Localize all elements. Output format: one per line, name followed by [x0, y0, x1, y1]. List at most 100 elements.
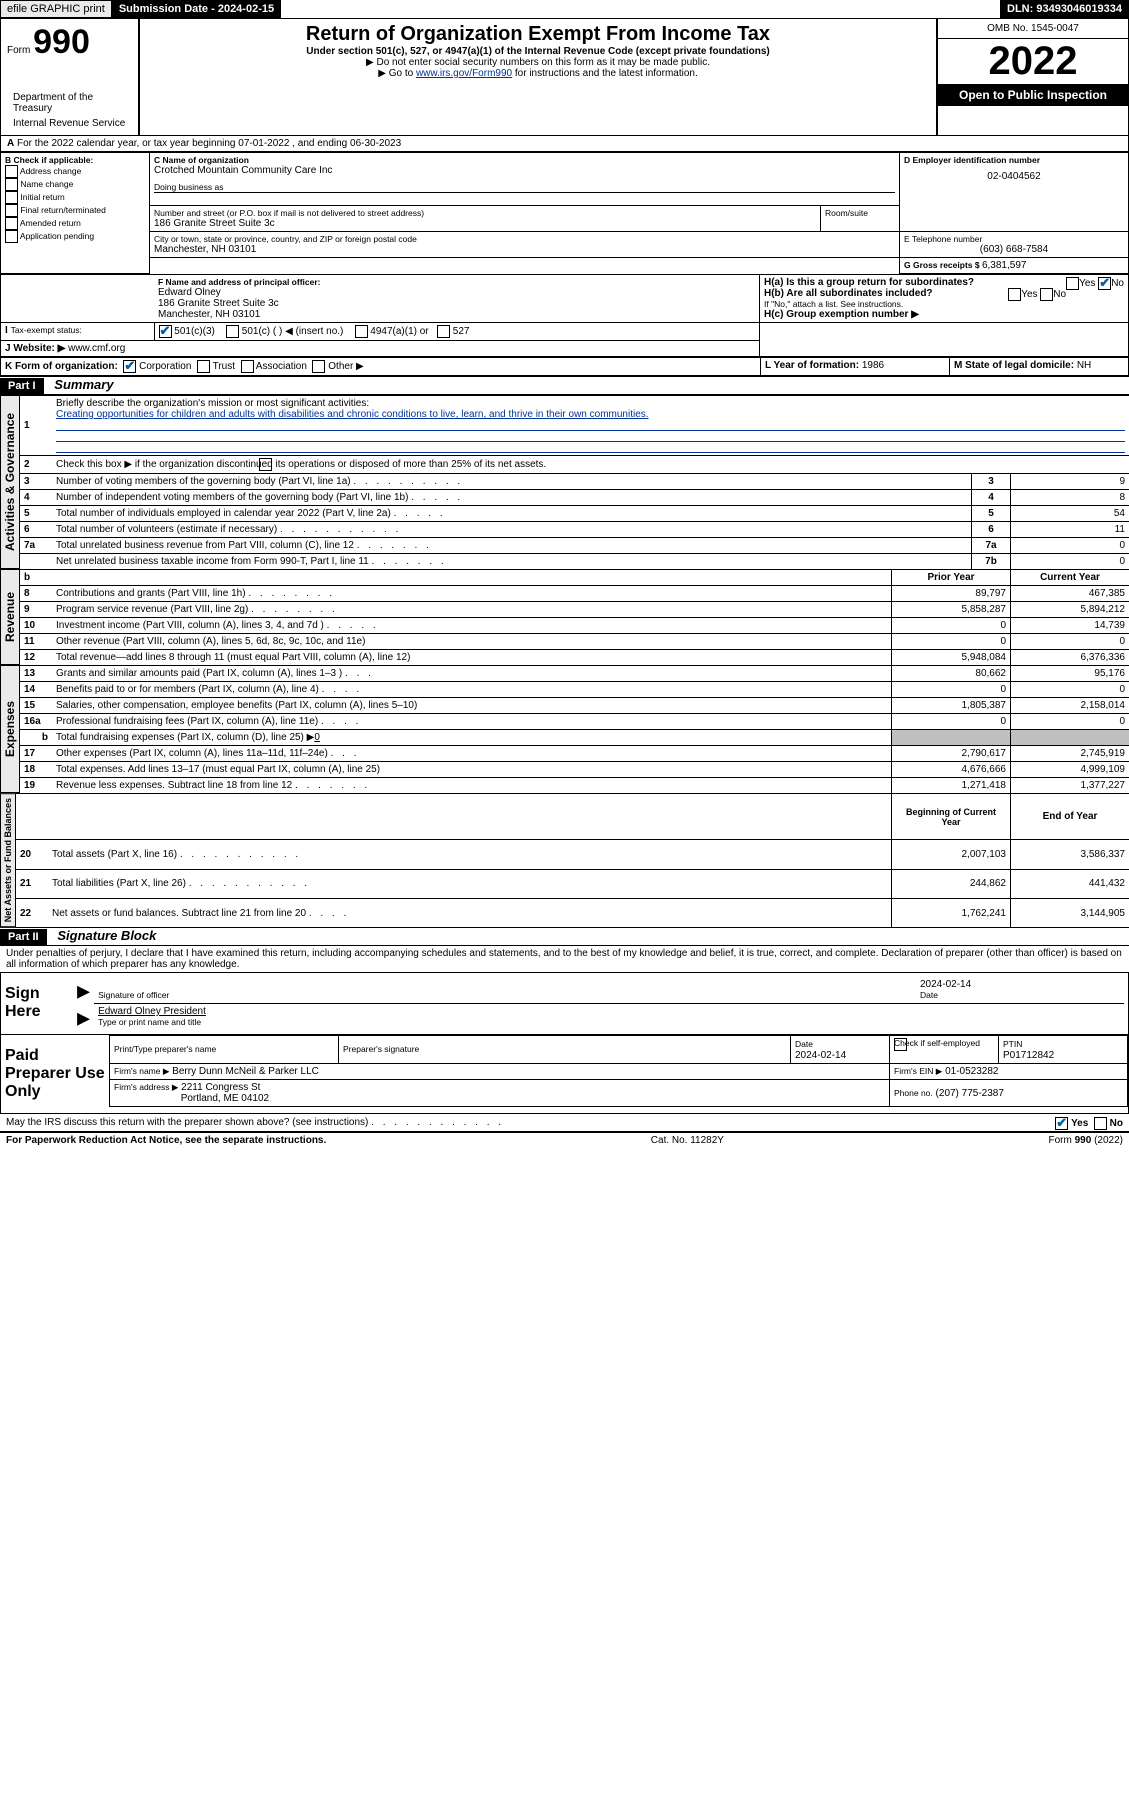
dba-label: Doing business as	[154, 182, 895, 192]
r13c: 95,176	[1011, 666, 1129, 682]
side-ag: Activities & Governance	[0, 395, 20, 569]
submission-date: Submission Date - 2024-02-15	[112, 0, 281, 18]
year: 2022	[938, 39, 1128, 84]
dept2: Internal Revenue Service	[7, 116, 132, 131]
room-label: Room/suite	[825, 208, 895, 218]
chk-initial[interactable]	[5, 191, 18, 204]
r18c: 4,999,109	[1011, 762, 1129, 778]
prep-date: 2024-02-14	[795, 1050, 846, 1061]
r19c: 1,377,227	[1011, 778, 1129, 794]
irs-link[interactable]: www.irs.gov/Form990	[416, 68, 512, 79]
chk-address[interactable]	[5, 165, 18, 178]
val-4: 8	[1011, 490, 1129, 506]
chk-corp[interactable]	[123, 360, 136, 373]
box-f-label: F Name and address of principal officer:	[158, 277, 755, 287]
chk-assoc[interactable]	[241, 360, 254, 373]
form-label: Form	[7, 45, 30, 56]
firm-addr1: 2211 Congress St	[181, 1082, 260, 1093]
chk-name[interactable]	[5, 178, 18, 191]
r16ac: 0	[1011, 714, 1129, 730]
chk-trust[interactable]	[197, 360, 210, 373]
r18p: 4,676,666	[892, 762, 1011, 778]
side-rev: Revenue	[0, 569, 20, 665]
box-i-label: Tax-exempt status:	[11, 325, 82, 335]
chk-discontinued[interactable]	[259, 458, 272, 471]
line-a: A For the 2022 calendar year, or tax yea…	[0, 136, 1129, 152]
r21p: 244,862	[892, 869, 1011, 899]
sign-here-label: Sign Here	[1, 973, 69, 1034]
val-3: 9	[1011, 474, 1129, 490]
r8p: 89,797	[892, 586, 1011, 602]
side-na: Net Assets or Fund Balances	[0, 793, 16, 927]
chk-501c3[interactable]	[159, 325, 172, 338]
note2: ▶ Go to www.irs.gov/Form990 for instruct…	[144, 68, 932, 79]
r11c: 0	[1011, 634, 1129, 650]
chk-4947[interactable]	[355, 325, 368, 338]
val-7b: 0	[1011, 554, 1129, 570]
form-id: Form 990 Department of the Treasury Inte…	[1, 19, 138, 135]
header: Form 990 Department of the Treasury Inte…	[0, 18, 1129, 136]
chk-ha-yes[interactable]	[1066, 277, 1079, 290]
part1-header: Part I Summary	[0, 376, 1129, 395]
addr: 186 Granite Street Suite 3c	[154, 218, 816, 229]
header-right: OMB No. 1545-0047 2022 Open to Public In…	[938, 19, 1128, 135]
chk-501c[interactable]	[226, 325, 239, 338]
chk-discuss-no[interactable]	[1094, 1117, 1107, 1130]
header-title: Return of Organization Exempt From Incom…	[144, 23, 932, 46]
mission: Creating opportunities for children and …	[56, 409, 649, 420]
r9p: 5,858,287	[892, 602, 1011, 618]
r12p: 5,948,084	[892, 650, 1011, 666]
val-7a: 0	[1011, 538, 1129, 554]
fh-table: F Name and address of principal officer:…	[0, 274, 1129, 357]
r17p: 2,790,617	[892, 746, 1011, 762]
chk-ha-no[interactable]	[1098, 277, 1111, 290]
ppuo-label: Paid Preparer Use Only	[1, 1035, 109, 1113]
chk-hb-no[interactable]	[1040, 288, 1053, 301]
chk-hb-yes[interactable]	[1008, 288, 1021, 301]
firm-ein: 01-0523282	[945, 1066, 998, 1077]
r15p: 1,805,387	[892, 698, 1011, 714]
r12c: 6,376,336	[1011, 650, 1129, 666]
header-sub: Under section 501(c), 527, or 4947(a)(1)…	[144, 46, 932, 57]
chk-other[interactable]	[312, 360, 325, 373]
org-info-table: B Check if applicable: Address change Na…	[0, 152, 1129, 274]
top-bar: efile GRAPHIC print Submission Date - 20…	[0, 0, 1129, 18]
officer-addr: 186 Granite Street Suite 3c	[158, 298, 755, 309]
r20p: 2,007,103	[892, 840, 1011, 870]
r11p: 0	[892, 634, 1011, 650]
val-6: 11	[1011, 522, 1129, 538]
city: Manchester, NH 03101	[154, 244, 895, 255]
box-e-label: E Telephone number	[904, 234, 1124, 244]
sig-date: 2024-02-14	[920, 979, 971, 990]
org-name: Crotched Mountain Community Care Inc	[154, 165, 895, 176]
inspection: Open to Public Inspection	[938, 84, 1128, 106]
r14p: 0	[892, 682, 1011, 698]
chk-527[interactable]	[437, 325, 450, 338]
header-center: Return of Organization Exempt From Incom…	[138, 19, 938, 135]
note1: ▶ Do not enter social security numbers o…	[144, 57, 932, 68]
r9c: 5,894,212	[1011, 602, 1129, 618]
box-b-label: B Check if applicable:	[5, 155, 145, 165]
chk-self-emp[interactable]	[894, 1038, 907, 1051]
dept1: Department of the Treasury	[7, 90, 132, 116]
r16ap: 0	[892, 714, 1011, 730]
website: www.cmf.org	[68, 343, 125, 354]
box-g-label: G Gross receipts $	[904, 260, 982, 270]
chk-amended[interactable]	[5, 217, 18, 230]
r15c: 2,158,014	[1011, 698, 1129, 714]
r22p: 1,762,241	[892, 899, 1011, 928]
side-exp: Expenses	[0, 665, 20, 793]
chk-final[interactable]	[5, 204, 18, 217]
domicile: NH	[1077, 360, 1091, 371]
officer-sig-name: Edward Olney President	[98, 1006, 206, 1017]
r20c: 3,586,337	[1011, 840, 1129, 870]
city-label: City or town, state or province, country…	[154, 234, 895, 244]
gross-receipts: 6,381,597	[982, 260, 1027, 271]
r14c: 0	[1011, 682, 1129, 698]
r13p: 80,662	[892, 666, 1011, 682]
firm-phone: (207) 775-2387	[936, 1088, 1004, 1099]
chk-discuss-yes[interactable]	[1055, 1117, 1068, 1130]
r19p: 1,271,418	[892, 778, 1011, 794]
omb: OMB No. 1545-0047	[938, 19, 1128, 39]
chk-pending[interactable]	[5, 230, 18, 243]
